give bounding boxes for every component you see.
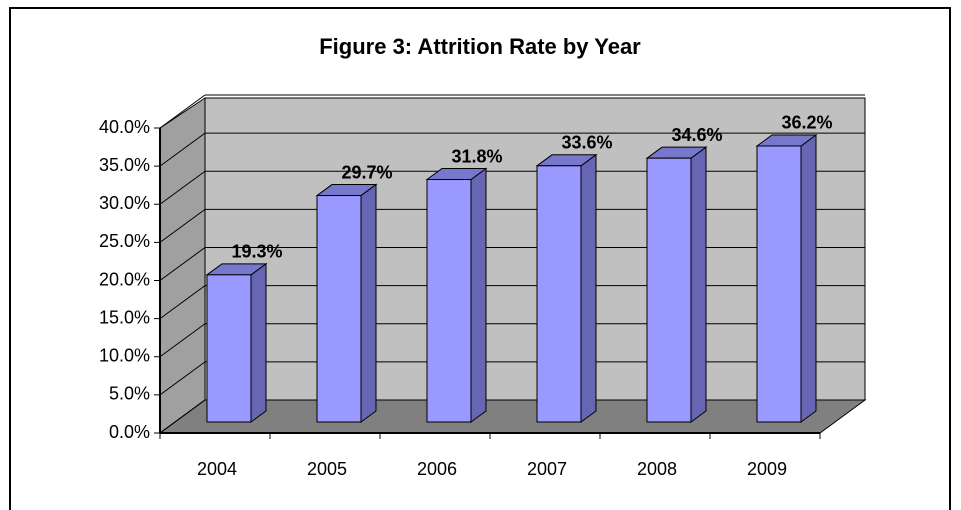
bar-side xyxy=(580,153,597,423)
grid-line xyxy=(159,94,206,129)
y-tick-label: 10.0% xyxy=(99,346,150,366)
y-tick-label: 0.0% xyxy=(109,422,150,442)
y-tick-label: 40.0% xyxy=(99,117,150,137)
grid-line xyxy=(159,208,206,243)
bar xyxy=(426,179,472,423)
bar-side xyxy=(470,167,487,423)
grid-line xyxy=(159,247,206,281)
value-label: 19.3% xyxy=(231,242,282,262)
grid-line xyxy=(159,323,206,358)
value-label: 29.7% xyxy=(341,162,392,182)
y-tick-label: 30.0% xyxy=(99,193,150,213)
x-tick-label: 2009 xyxy=(747,459,787,479)
grid-line xyxy=(159,285,206,320)
value-label: 33.6% xyxy=(561,133,612,153)
y-tick-label: 20.0% xyxy=(99,269,150,289)
side-wall xyxy=(159,97,206,434)
bar xyxy=(536,165,582,423)
x-tick-label: 2007 xyxy=(527,459,567,479)
bar-side xyxy=(250,262,267,423)
x-tick-label: 2004 xyxy=(197,459,237,479)
chart-title: Figure 3: Attrition Rate by Year xyxy=(319,34,641,59)
bar xyxy=(316,195,362,423)
value-label: 31.8% xyxy=(451,146,502,166)
bar xyxy=(756,145,802,423)
bar-side xyxy=(360,183,377,423)
value-label: 34.6% xyxy=(671,125,722,145)
x-tick-label: 2006 xyxy=(417,459,457,479)
bar xyxy=(206,274,252,423)
bar-side xyxy=(690,146,707,423)
y-tick-label: 15.0% xyxy=(99,307,150,327)
y-tick-label: 25.0% xyxy=(99,231,150,251)
x-tick-label: 2005 xyxy=(307,459,347,479)
x-tick-label: 2008 xyxy=(637,459,677,479)
y-tick-label: 35.0% xyxy=(99,155,150,175)
bar-side xyxy=(800,133,817,423)
y-tick-label: 5.0% xyxy=(109,384,150,404)
value-label: 36.2% xyxy=(781,113,832,133)
grid-line xyxy=(159,132,206,167)
grid-line xyxy=(159,361,206,396)
grid-line xyxy=(159,399,206,434)
bar xyxy=(646,157,692,423)
grid-line xyxy=(159,170,206,205)
